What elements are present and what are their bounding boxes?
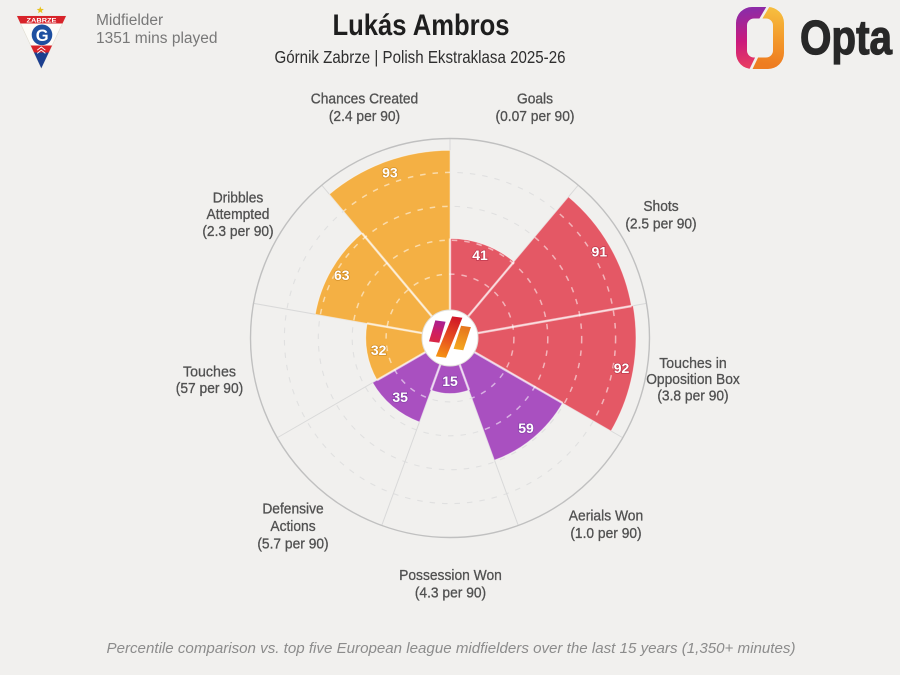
svg-text:41: 41 bbox=[472, 247, 488, 263]
svg-text:Attempted: Attempted bbox=[207, 206, 270, 223]
svg-text:Górnik Zabrze | Polish Ekstrak: Górnik Zabrze | Polish Ekstraklasa 2025-… bbox=[275, 47, 566, 67]
svg-text:Aerials Won: Aerials Won bbox=[569, 508, 643, 525]
svg-text:Actions: Actions bbox=[270, 518, 315, 535]
svg-text:32: 32 bbox=[371, 342, 387, 358]
svg-text:Midfielder: Midfielder bbox=[96, 12, 163, 29]
svg-text:Opta: Opta bbox=[800, 12, 892, 65]
svg-text:Percentile comparison vs. top: Percentile comparison vs. top five Europ… bbox=[107, 640, 796, 657]
svg-text:91: 91 bbox=[592, 243, 608, 259]
svg-text:Defensive: Defensive bbox=[262, 501, 323, 518]
svg-text:93: 93 bbox=[382, 164, 398, 180]
svg-text:Goals: Goals bbox=[517, 91, 553, 108]
svg-text:1351 mins played: 1351 mins played bbox=[96, 30, 218, 47]
svg-text:(4.3 per 90): (4.3 per 90) bbox=[415, 585, 486, 602]
svg-text:(2.5 per 90): (2.5 per 90) bbox=[625, 216, 696, 233]
svg-text:63: 63 bbox=[334, 267, 350, 283]
svg-text:Touches in: Touches in bbox=[659, 355, 727, 372]
svg-text:Chances Created: Chances Created bbox=[311, 91, 418, 108]
svg-text:Opposition Box: Opposition Box bbox=[646, 371, 740, 388]
svg-text:G: G bbox=[36, 27, 49, 45]
svg-text:(3.8 per 90): (3.8 per 90) bbox=[657, 388, 728, 405]
svg-text:15: 15 bbox=[442, 373, 458, 389]
svg-text:ZABRZE: ZABRZE bbox=[27, 17, 58, 24]
svg-text:Lukás Ambros: Lukás Ambros bbox=[333, 9, 510, 42]
svg-text:92: 92 bbox=[614, 360, 630, 376]
svg-text:(2.4 per 90): (2.4 per 90) bbox=[329, 108, 400, 125]
svg-text:(5.7 per 90): (5.7 per 90) bbox=[257, 536, 328, 553]
svg-text:Touches: Touches bbox=[183, 364, 236, 381]
svg-text:(1.0 per 90): (1.0 per 90) bbox=[570, 525, 641, 542]
svg-text:35: 35 bbox=[392, 389, 408, 405]
svg-text:Shots: Shots bbox=[643, 198, 678, 215]
svg-text:Possession Won: Possession Won bbox=[399, 567, 502, 584]
svg-text:59: 59 bbox=[518, 420, 534, 436]
svg-text:(2.3 per 90): (2.3 per 90) bbox=[202, 223, 273, 240]
svg-text:(57 per 90): (57 per 90) bbox=[176, 380, 244, 397]
svg-text:Dribbles: Dribbles bbox=[213, 190, 264, 207]
svg-text:(0.07 per 90): (0.07 per 90) bbox=[495, 108, 574, 125]
